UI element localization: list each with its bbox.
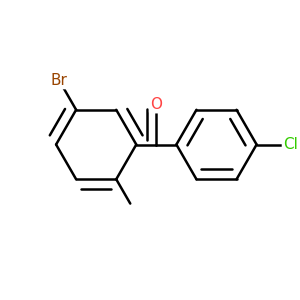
Text: Cl: Cl [283, 137, 298, 152]
Text: O: O [150, 97, 162, 112]
Text: Br: Br [51, 73, 68, 88]
